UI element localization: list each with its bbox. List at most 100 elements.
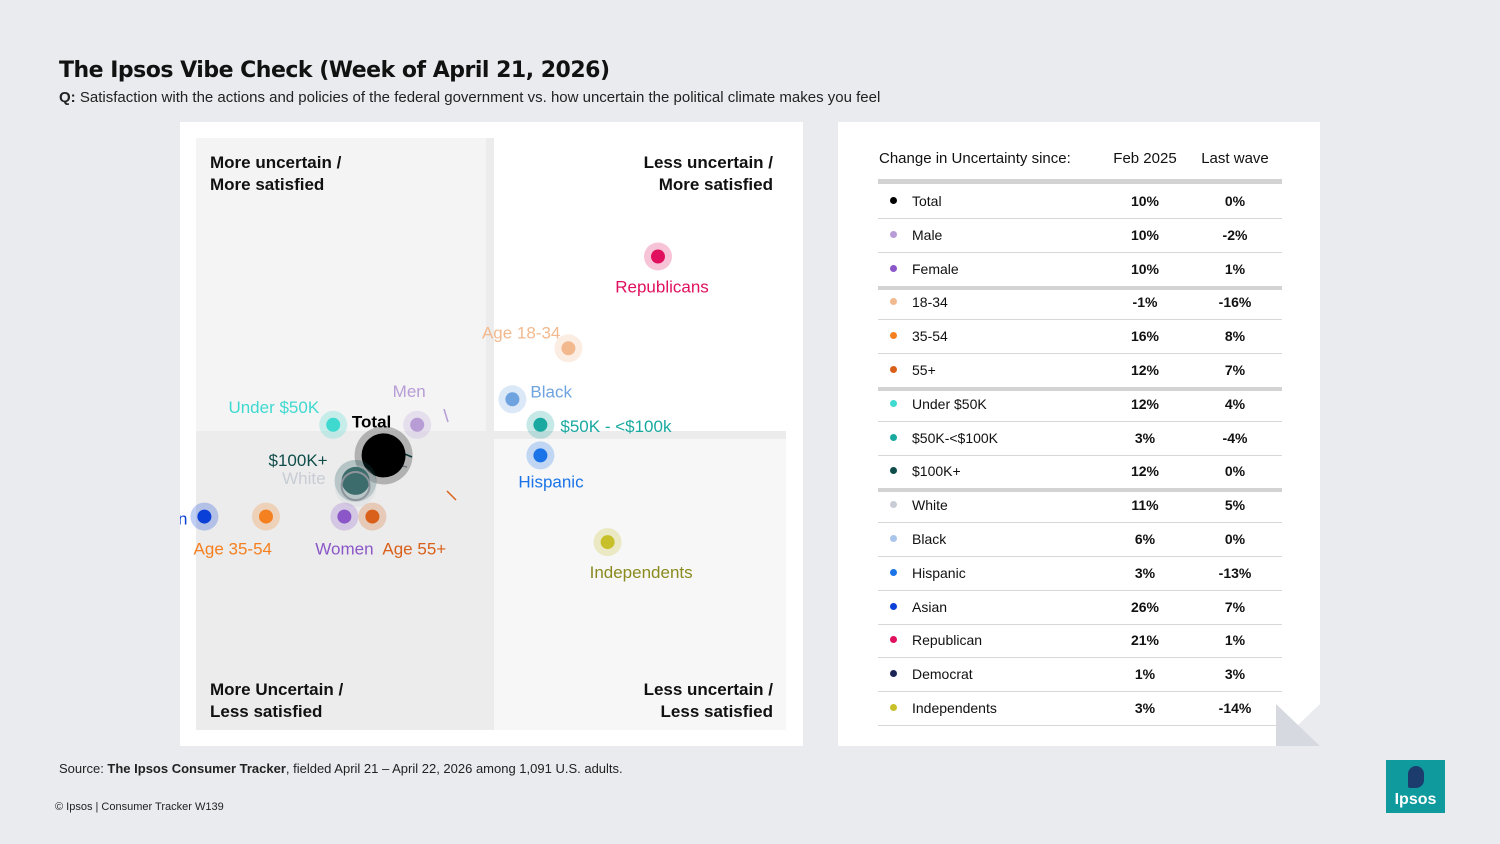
table-row: 55+ 12% 7% <box>878 354 1282 391</box>
row-last-value: 7% <box>1224 598 1246 615</box>
row-last-value: 3% <box>1224 666 1246 683</box>
table-header-label: Change in Uncertainty since: <box>879 150 1071 167</box>
row-last-value: 4% <box>1224 395 1246 412</box>
point-label: Men <box>393 382 426 401</box>
row-color-dot <box>890 399 897 407</box>
row-feb-value: 12% <box>1130 362 1160 378</box>
table-row: Under $50K 12% 4% <box>878 388 1282 422</box>
row-color-dot <box>890 568 897 576</box>
horizontal-divider <box>196 431 786 439</box>
scatter-point <box>259 509 273 524</box>
row-color-dot <box>890 467 897 475</box>
point-label: Independents <box>590 563 693 582</box>
row-last-value: -16% <box>1218 294 1252 311</box>
row-label: Black <box>912 531 947 547</box>
row-label: 35-54 <box>912 328 948 345</box>
quadrant-top-left-bg <box>196 138 495 440</box>
source-note: Source: The Ipsos Consumer Tracker, fiel… <box>59 761 623 776</box>
point-label: White <box>282 469 325 488</box>
table-row: 35-54 16% 8% <box>878 320 1282 355</box>
men-connector <box>443 408 449 423</box>
table-row: 18-34 -1% -16% <box>878 286 1282 321</box>
row-color-dot <box>890 535 897 542</box>
row-feb-value: 3% <box>1134 700 1156 716</box>
quadrant-label-line: More uncertain / <box>210 153 342 172</box>
uncertainty-table-card <box>838 122 1320 746</box>
point-label: Black <box>530 382 572 401</box>
row-color-dot <box>890 366 897 373</box>
row-last-value: 1% <box>1224 260 1246 277</box>
quadrant-label-line: Less satisfied <box>210 702 323 721</box>
point-label: Asian <box>180 510 187 529</box>
point-label: Age 55+ <box>382 540 446 559</box>
row-color-dot <box>890 332 897 340</box>
row-last-value: 8% <box>1224 328 1246 345</box>
table-row: Asian 26% 7% <box>878 591 1282 625</box>
quadrant-label-line: More Uncertain / <box>210 680 344 699</box>
row-color-dot <box>890 704 897 711</box>
scatter-point <box>365 509 380 524</box>
row-feb-value: 10% <box>1130 193 1160 209</box>
table-row: Total 10% 0% <box>878 185 1282 219</box>
row-last-value: -14% <box>1218 700 1252 716</box>
row-color-dot <box>890 433 897 441</box>
row-label: Hispanic <box>912 564 966 581</box>
row-label: Male <box>912 226 943 243</box>
row-last-value: -4% <box>1222 429 1248 446</box>
row-label: 55+ <box>912 362 936 378</box>
row-feb-value: 16% <box>1130 328 1160 345</box>
row-color-dot <box>890 197 897 204</box>
scatter-point <box>337 509 352 524</box>
row-label: Total <box>912 193 942 209</box>
row-label: 18-34 <box>912 294 948 311</box>
scatter-point <box>340 471 371 501</box>
table-row: $50K-<$100K 3% -4% <box>878 422 1282 456</box>
row-color-dot <box>890 230 897 238</box>
table-row: Democrat 1% 3% <box>878 658 1282 693</box>
logo-text: Ipsos <box>1394 791 1437 808</box>
age55-connector <box>446 490 457 501</box>
scatter-point <box>533 417 548 432</box>
point-label: $100K+ <box>269 451 328 470</box>
row-feb-value: 6% <box>1134 531 1156 547</box>
quadrant-label-bottom-left: More Uncertain / Less satisfied <box>210 679 343 723</box>
scatter-point <box>651 249 665 264</box>
quadrant-label-line: Less uncertain / <box>643 153 773 172</box>
scatter-point <box>326 417 341 432</box>
source-prefix: Source: <box>59 761 108 776</box>
point-label: Age 35-54 <box>194 540 272 559</box>
source-bold: The Ipsos Consumer Tracker <box>107 761 286 776</box>
quadrant-bottom-right-bg <box>494 439 786 730</box>
row-color-dot <box>890 501 897 509</box>
row-color-dot <box>890 602 897 610</box>
row-feb-value: 10% <box>1130 260 1160 277</box>
row-label: Female <box>912 260 959 277</box>
row-feb-value: 3% <box>1134 429 1156 446</box>
quadrant-label-line: More satisfied <box>658 175 773 194</box>
row-feb-value: 12% <box>1130 463 1160 480</box>
row-color-dot <box>890 298 897 306</box>
row-last-value: 0% <box>1224 463 1246 480</box>
row-last-value: -2% <box>1222 226 1248 243</box>
page-fold-corner <box>1276 704 1320 746</box>
table-row: Hispanic 3% -13% <box>878 557 1282 591</box>
scatter-point <box>361 433 406 478</box>
row-last-value: 5% <box>1224 497 1246 514</box>
logo-swirl-icon <box>1408 766 1424 788</box>
question-body: Satisfaction with the actions and polici… <box>79 89 881 106</box>
quadrant-label-line: More satisfied <box>210 175 325 194</box>
point-label: Women <box>315 540 373 559</box>
scatter-point <box>197 509 212 524</box>
quadrant-top-right-bg <box>494 138 786 440</box>
scatter-chart: Republicans Age 18-34 Men Black Under $50K To… <box>180 138 786 730</box>
row-label: $50K-<$100K <box>912 429 999 446</box>
table-row: $100K+ 12% 0% <box>878 455 1282 493</box>
table-row: White 11% 5% <box>878 489 1282 524</box>
table-header-last: Last wave <box>1201 150 1269 167</box>
point-label: Hispanic <box>518 472 584 491</box>
row-label: Republican <box>912 632 983 649</box>
quadrant-label-top-right: Less uncertain / More satisfied <box>644 152 773 196</box>
row-feb-value: 1% <box>1134 666 1156 683</box>
row-last-value: 0% <box>1224 531 1246 547</box>
row-feb-value: 3% <box>1134 564 1156 581</box>
